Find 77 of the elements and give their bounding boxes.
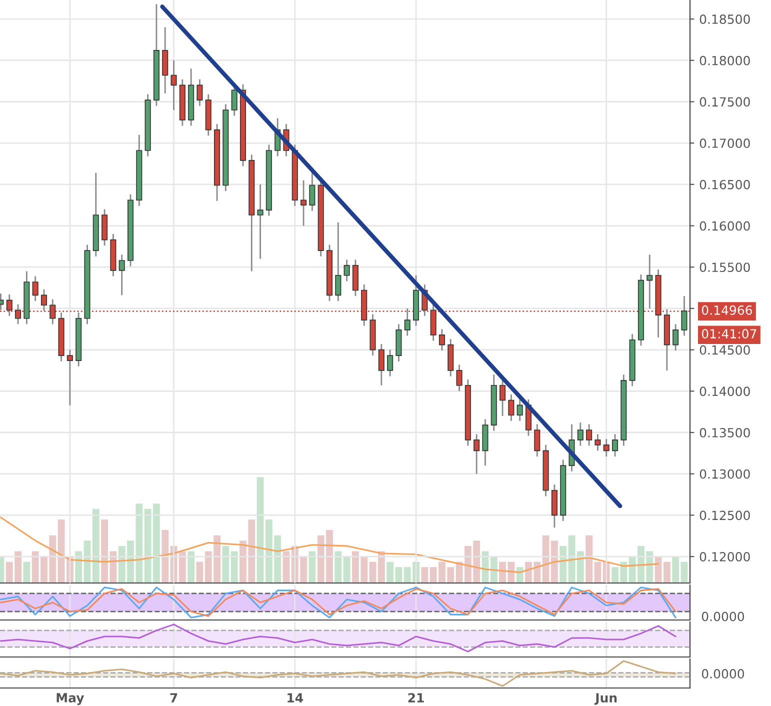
bar	[680, 562, 688, 583]
bar	[162, 530, 169, 583]
y-tick-label: 0.13500	[700, 428, 750, 438]
bar	[178, 551, 186, 583]
y-tick-label: 0.14000	[700, 386, 750, 396]
y-tick-label: 0.12500	[700, 510, 750, 520]
candlestick	[612, 433, 618, 458]
y-tick-label: 0.12000	[700, 552, 750, 562]
x-tick-label: 21	[408, 693, 424, 702]
candlestick	[577, 422, 584, 446]
y-tick-label: 0.18500	[700, 14, 750, 24]
bar	[369, 562, 376, 583]
candlestick	[672, 323, 679, 352]
x-tick-label: May	[56, 693, 84, 705]
candlestick	[344, 258, 350, 282]
candlestick	[378, 343, 384, 386]
candlestick	[534, 424, 540, 458]
bar	[75, 551, 82, 583]
bar	[586, 535, 593, 583]
bar	[230, 551, 238, 583]
candlestick	[300, 180, 307, 226]
bar	[334, 551, 342, 583]
text: 01:41:07	[702, 329, 756, 338]
y-tick-label: 0.16500	[700, 180, 750, 190]
candlestick	[257, 184, 264, 260]
x-tick-label: 14	[288, 693, 304, 702]
candlestick	[404, 308, 410, 336]
bar	[92, 508, 100, 583]
candlestick	[594, 433, 601, 452]
candlestick	[603, 438, 610, 458]
y-tick-label: 0.13000	[700, 469, 750, 479]
bar	[23, 562, 30, 583]
candlestick	[681, 295, 688, 336]
bar	[576, 551, 584, 583]
candlestick	[335, 222, 342, 302]
bar	[308, 551, 316, 583]
candlestick	[170, 60, 177, 111]
candlestick	[387, 349, 394, 377]
bar	[421, 567, 428, 583]
candlestick	[32, 276, 38, 302]
bar	[594, 562, 602, 583]
bar	[663, 562, 670, 583]
bar	[188, 551, 195, 583]
y-tick-label: 0.18000	[700, 56, 750, 66]
bar	[490, 556, 498, 583]
text: 0.0000	[702, 669, 744, 679]
candlestick	[438, 328, 445, 352]
y-tick-label: 0.15500	[700, 262, 750, 272]
bar	[560, 546, 567, 583]
bar	[282, 551, 290, 583]
bar	[343, 556, 350, 583]
candlestick	[500, 378, 506, 417]
bar	[672, 556, 680, 583]
bar	[378, 551, 385, 583]
y-tick-label: 0.17000	[700, 138, 750, 148]
candlestick	[66, 349, 73, 406]
bar	[222, 546, 230, 583]
candlestick	[196, 78, 203, 107]
candlestick	[516, 398, 523, 422]
bar	[256, 477, 264, 583]
ref-line-label: 0.14966	[702, 305, 752, 315]
y-tick-label: 0.16000	[700, 221, 750, 231]
candlestick	[456, 364, 462, 392]
candlestick	[586, 424, 592, 446]
bar	[196, 562, 204, 583]
candlestick	[474, 433, 480, 475]
y-tick-label: 0.14500	[700, 345, 750, 355]
candlestick	[118, 254, 125, 296]
bar	[58, 519, 65, 583]
y-tick-label: 0.17500	[700, 97, 750, 107]
x-tick-label: 7	[170, 693, 178, 702]
candlestick	[508, 394, 514, 422]
text: 0.0000	[702, 612, 744, 622]
bar	[395, 567, 402, 583]
x-tick-label: Jun	[594, 693, 617, 705]
bar	[386, 562, 394, 583]
candlestick	[646, 254, 653, 310]
